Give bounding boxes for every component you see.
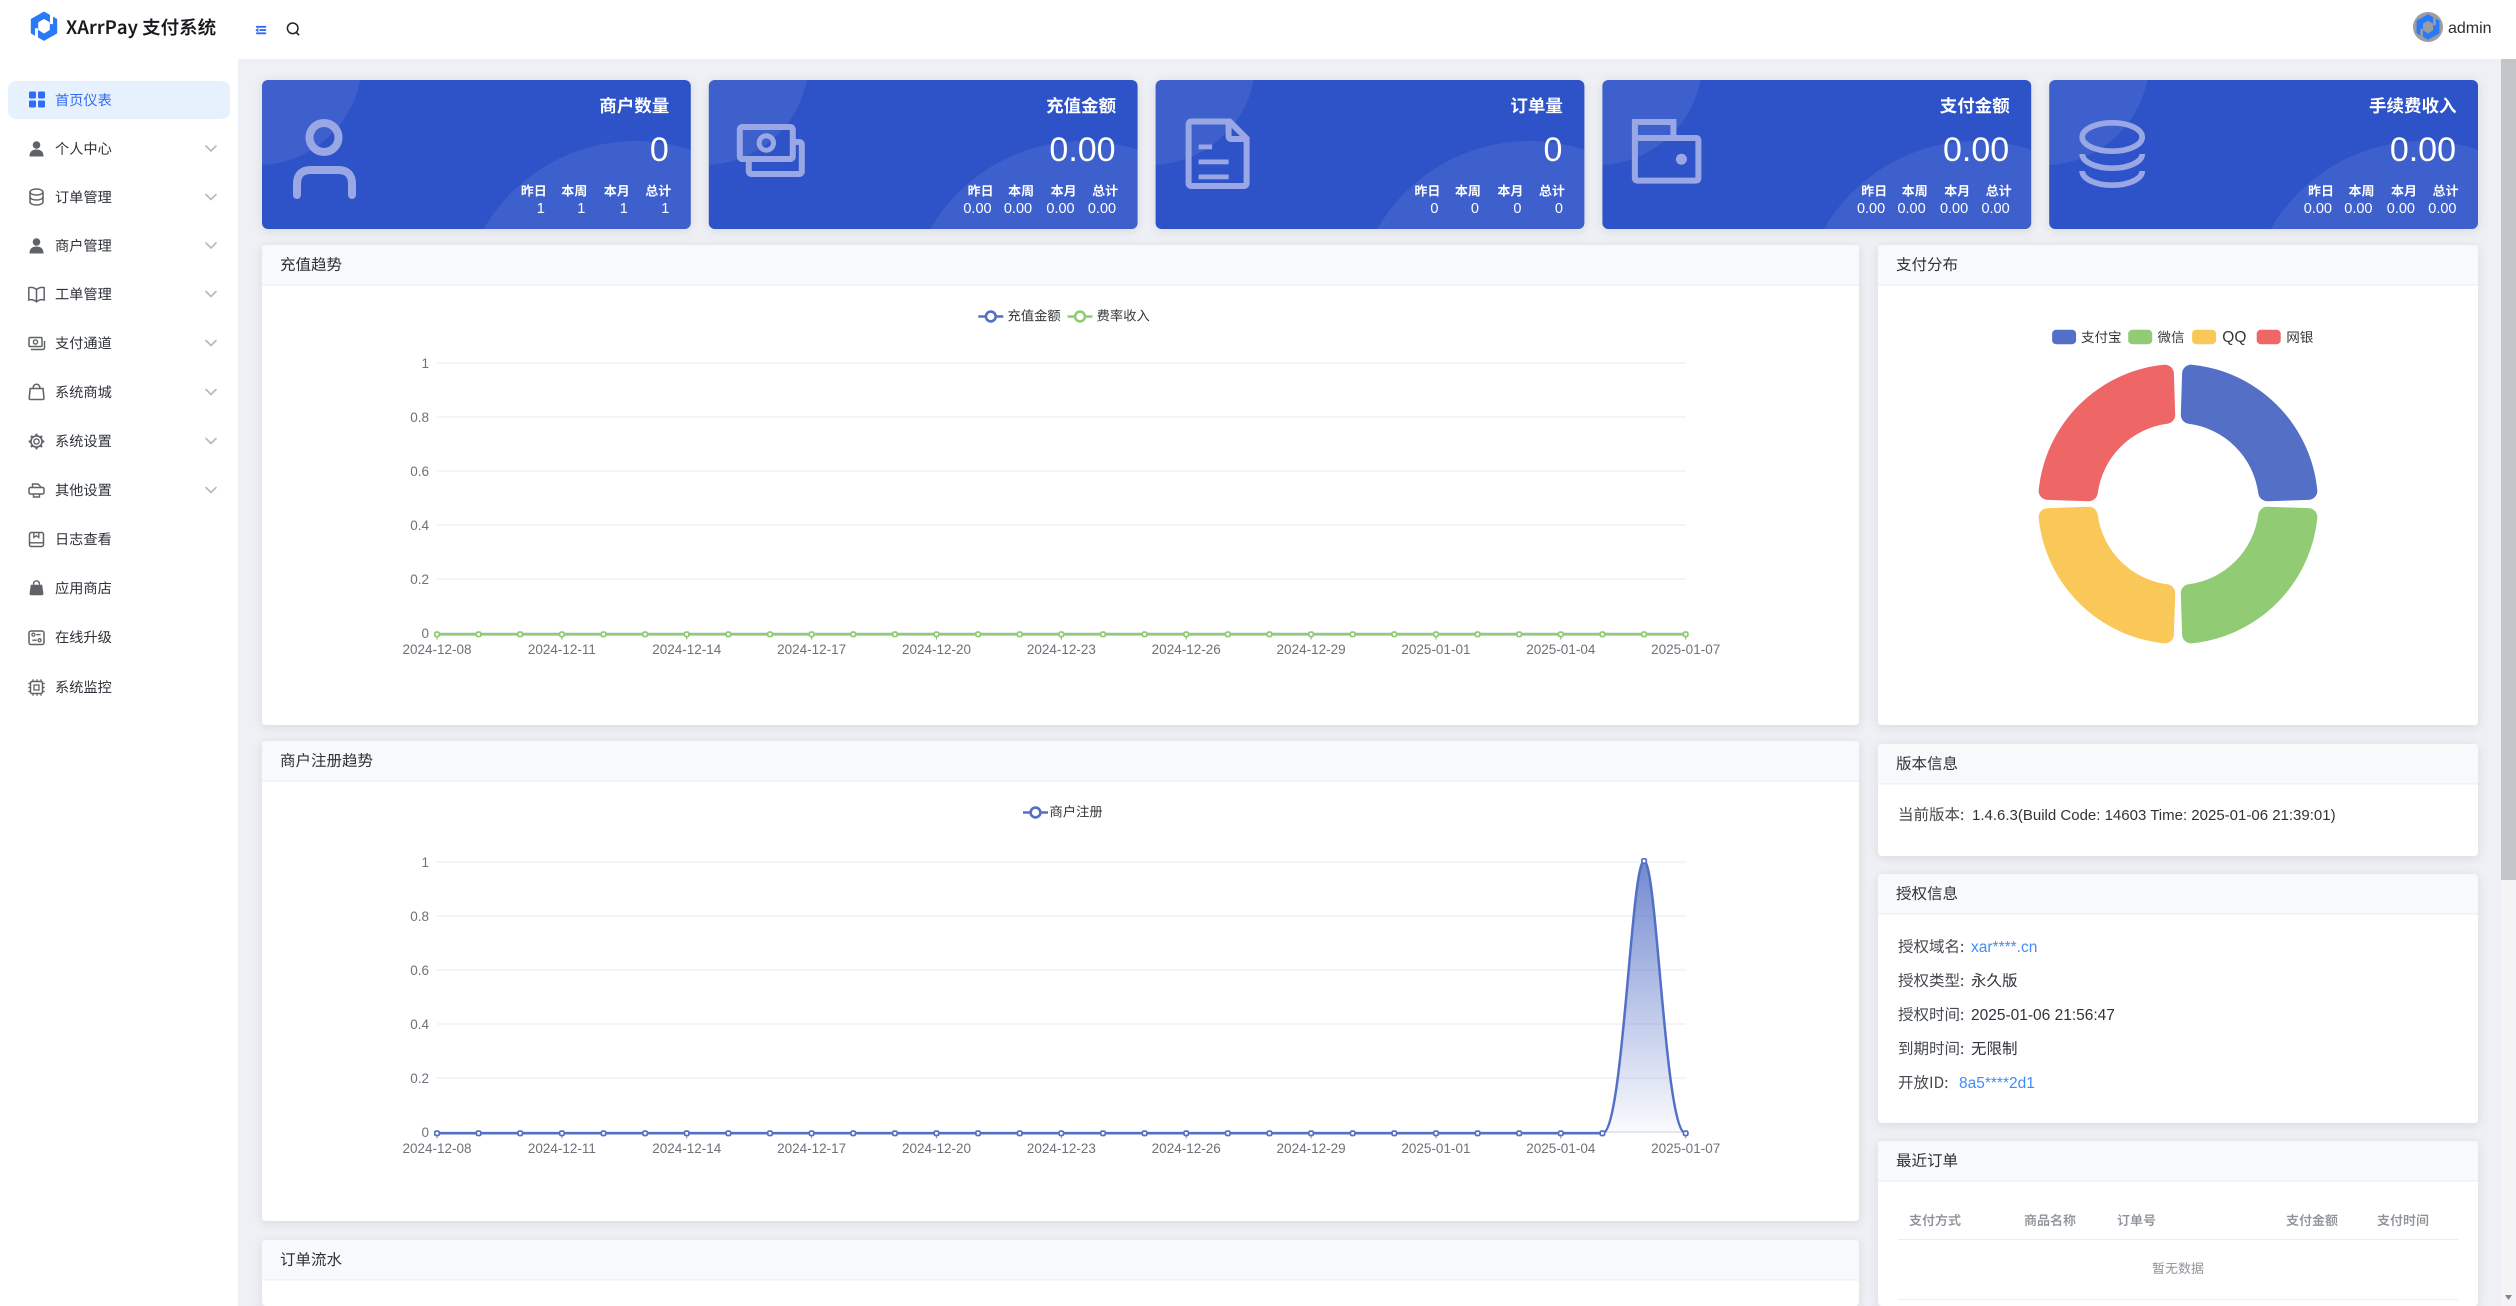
svg-text:2024-12-29: 2024-12-29 <box>1277 642 1346 657</box>
svg-text:0.00: 0.00 <box>1049 131 1115 169</box>
svg-text:1: 1 <box>537 201 545 217</box>
svg-text:0.00: 0.00 <box>2387 201 2415 217</box>
svg-text:0: 0 <box>1543 131 1562 169</box>
svg-text:2024-12-26: 2024-12-26 <box>1152 642 1221 657</box>
svg-text:2025-01-01: 2025-01-01 <box>1401 642 1470 657</box>
svg-text:0: 0 <box>1513 201 1521 217</box>
svg-text:0: 0 <box>1555 201 1563 217</box>
svg-text:0.8: 0.8 <box>410 410 429 425</box>
svg-text:2025-01-04: 2025-01-04 <box>1526 642 1596 657</box>
svg-text:2025-01-06 21:56:47: 2025-01-06 21:56:47 <box>1971 1007 2115 1024</box>
svg-text:1.4.6.3(Build Code: 14603 Time: 1.4.6.3(Build Code: 14603 Time: 2025-01-… <box>1972 807 2336 824</box>
svg-text:8a5****2d1: 8a5****2d1 <box>1959 1075 2035 1092</box>
svg-text:2024-12-08: 2024-12-08 <box>402 1141 471 1156</box>
svg-text:2024-12-17: 2024-12-17 <box>777 1141 846 1156</box>
svg-text:0.6: 0.6 <box>410 963 429 978</box>
svg-text:0.4: 0.4 <box>410 518 429 533</box>
svg-text:xar****.cn: xar****.cn <box>1971 939 2037 956</box>
svg-text:1: 1 <box>661 201 669 217</box>
svg-text:2024-12-26: 2024-12-26 <box>1152 1141 1221 1156</box>
svg-text:0.8: 0.8 <box>410 909 429 924</box>
svg-text:1: 1 <box>421 855 429 870</box>
svg-text:0.00: 0.00 <box>2390 131 2456 169</box>
svg-text:2024-12-17: 2024-12-17 <box>777 642 846 657</box>
svg-text:0.00: 0.00 <box>1940 201 1968 217</box>
svg-text:0.00: 0.00 <box>1943 131 2009 169</box>
svg-text:2025-01-07: 2025-01-07 <box>1651 642 1720 657</box>
svg-text:0.2: 0.2 <box>410 572 429 587</box>
svg-text:2024-12-23: 2024-12-23 <box>1027 642 1096 657</box>
svg-text:2024-12-14: 2024-12-14 <box>652 1141 722 1156</box>
svg-text:2024-12-11: 2024-12-11 <box>528 1141 596 1156</box>
svg-text:0.4: 0.4 <box>410 1017 429 1032</box>
svg-text:admin: admin <box>2448 20 2492 37</box>
svg-text:2025-01-04: 2025-01-04 <box>1526 1141 1596 1156</box>
svg-text:1: 1 <box>577 201 585 217</box>
svg-text:2025-01-01: 2025-01-01 <box>1401 1141 1470 1156</box>
svg-text:0.00: 0.00 <box>1088 201 1116 217</box>
svg-text:0: 0 <box>1471 201 1479 217</box>
svg-text:0.00: 0.00 <box>2344 201 2372 217</box>
svg-text:0.6: 0.6 <box>410 464 429 479</box>
svg-text:0: 0 <box>1430 201 1438 217</box>
svg-text:1: 1 <box>620 201 628 217</box>
svg-text:0.00: 0.00 <box>1046 201 1074 217</box>
svg-text:0.00: 0.00 <box>2428 201 2456 217</box>
svg-text:0.00: 0.00 <box>2304 201 2332 217</box>
svg-text:2024-12-29: 2024-12-29 <box>1277 1141 1346 1156</box>
svg-text:2025-01-07: 2025-01-07 <box>1651 1141 1720 1156</box>
svg-text:QQ: QQ <box>2222 329 2246 346</box>
svg-text:0.00: 0.00 <box>1897 201 1925 217</box>
svg-text:2024-12-20: 2024-12-20 <box>902 642 971 657</box>
svg-text:2024-12-14: 2024-12-14 <box>652 642 722 657</box>
svg-text:0.00: 0.00 <box>963 201 991 217</box>
svg-text:0: 0 <box>650 131 669 169</box>
svg-text:0.00: 0.00 <box>1981 201 2009 217</box>
svg-text:0: 0 <box>421 626 429 641</box>
svg-text:0.00: 0.00 <box>1004 201 1032 217</box>
svg-text:2024-12-23: 2024-12-23 <box>1027 1141 1096 1156</box>
svg-text:0: 0 <box>421 1125 429 1140</box>
svg-text:1: 1 <box>421 356 429 371</box>
svg-text:2024-12-08: 2024-12-08 <box>402 642 471 657</box>
svg-text:2024-12-11: 2024-12-11 <box>528 642 596 657</box>
svg-text:0.00: 0.00 <box>1857 201 1885 217</box>
svg-text:2024-12-20: 2024-12-20 <box>902 1141 971 1156</box>
svg-text:0.2: 0.2 <box>410 1071 429 1086</box>
